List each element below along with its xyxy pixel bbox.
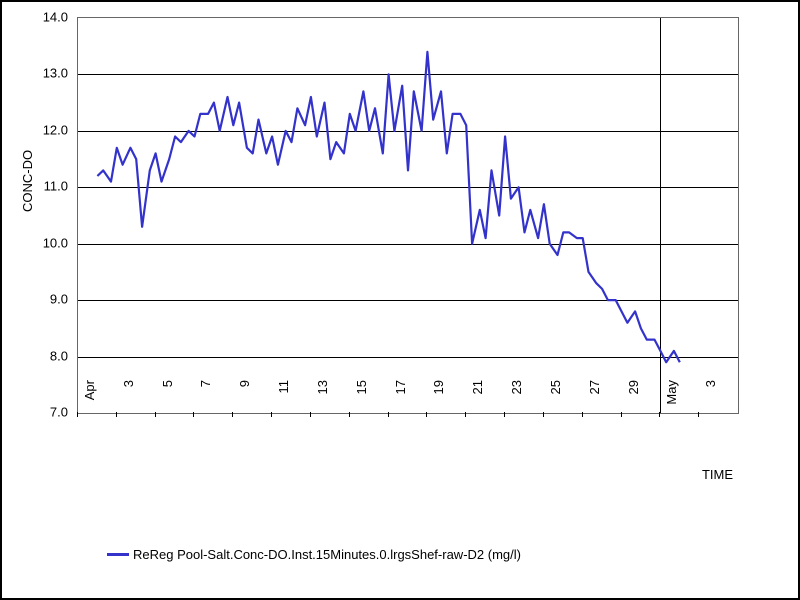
ytick-label: 8.0	[8, 348, 68, 363]
ytick-label: 11.0	[8, 179, 68, 194]
chart-frame: CONC-DO TIME ReReg Pool-Salt.Conc-DO.Ins…	[0, 0, 800, 600]
ytick-label: 12.0	[8, 122, 68, 137]
xtick-label: 29	[626, 380, 641, 420]
xtick-label: 9	[237, 380, 252, 420]
xtick-label: 3	[703, 380, 718, 420]
x-axis-label: TIME	[702, 467, 733, 482]
xtick-mark	[426, 412, 427, 417]
xtick-label: 13	[315, 380, 330, 420]
ytick-label: 9.0	[8, 292, 68, 307]
xtick-label: 17	[393, 380, 408, 420]
xtick-mark	[698, 412, 699, 417]
xtick-mark	[659, 412, 660, 417]
ytick-label: 7.0	[8, 405, 68, 420]
xtick-mark	[388, 412, 389, 417]
xtick-label: 25	[548, 380, 563, 420]
xtick-label: 7	[198, 380, 213, 420]
xtick-mark	[155, 412, 156, 417]
ytick-label: 14.0	[8, 10, 68, 25]
ytick-label: 10.0	[8, 235, 68, 250]
xtick-mark	[582, 412, 583, 417]
xtick-mark	[543, 412, 544, 417]
xtick-mark	[621, 412, 622, 417]
series-line	[78, 18, 738, 413]
xtick-label: 15	[354, 380, 369, 420]
legend-label: ReReg Pool-Salt.Conc-DO.Inst.15Minutes.0…	[133, 547, 521, 562]
xtick-label: 5	[160, 380, 175, 420]
xtick-mark	[77, 412, 78, 417]
xtick-mark	[310, 412, 311, 417]
xtick-mark	[349, 412, 350, 417]
plot-area	[77, 17, 739, 414]
legend-swatch	[107, 553, 129, 556]
xtick-label: 11	[276, 380, 291, 420]
xtick-mark	[465, 412, 466, 417]
legend: ReReg Pool-Salt.Conc-DO.Inst.15Minutes.0…	[107, 547, 521, 562]
xtick-mark	[193, 412, 194, 417]
xtick-mark	[232, 412, 233, 417]
ytick-label: 13.0	[8, 66, 68, 81]
xtick-label: 19	[431, 380, 446, 420]
xtick-label: 27	[587, 380, 602, 420]
xtick-label: 21	[470, 380, 485, 420]
xtick-label: May	[664, 380, 679, 420]
xtick-mark	[504, 412, 505, 417]
xtick-mark	[116, 412, 117, 417]
xtick-label: 23	[509, 380, 524, 420]
xtick-mark	[271, 412, 272, 417]
xtick-label: 3	[121, 380, 136, 420]
xtick-label: Apr	[82, 380, 97, 420]
